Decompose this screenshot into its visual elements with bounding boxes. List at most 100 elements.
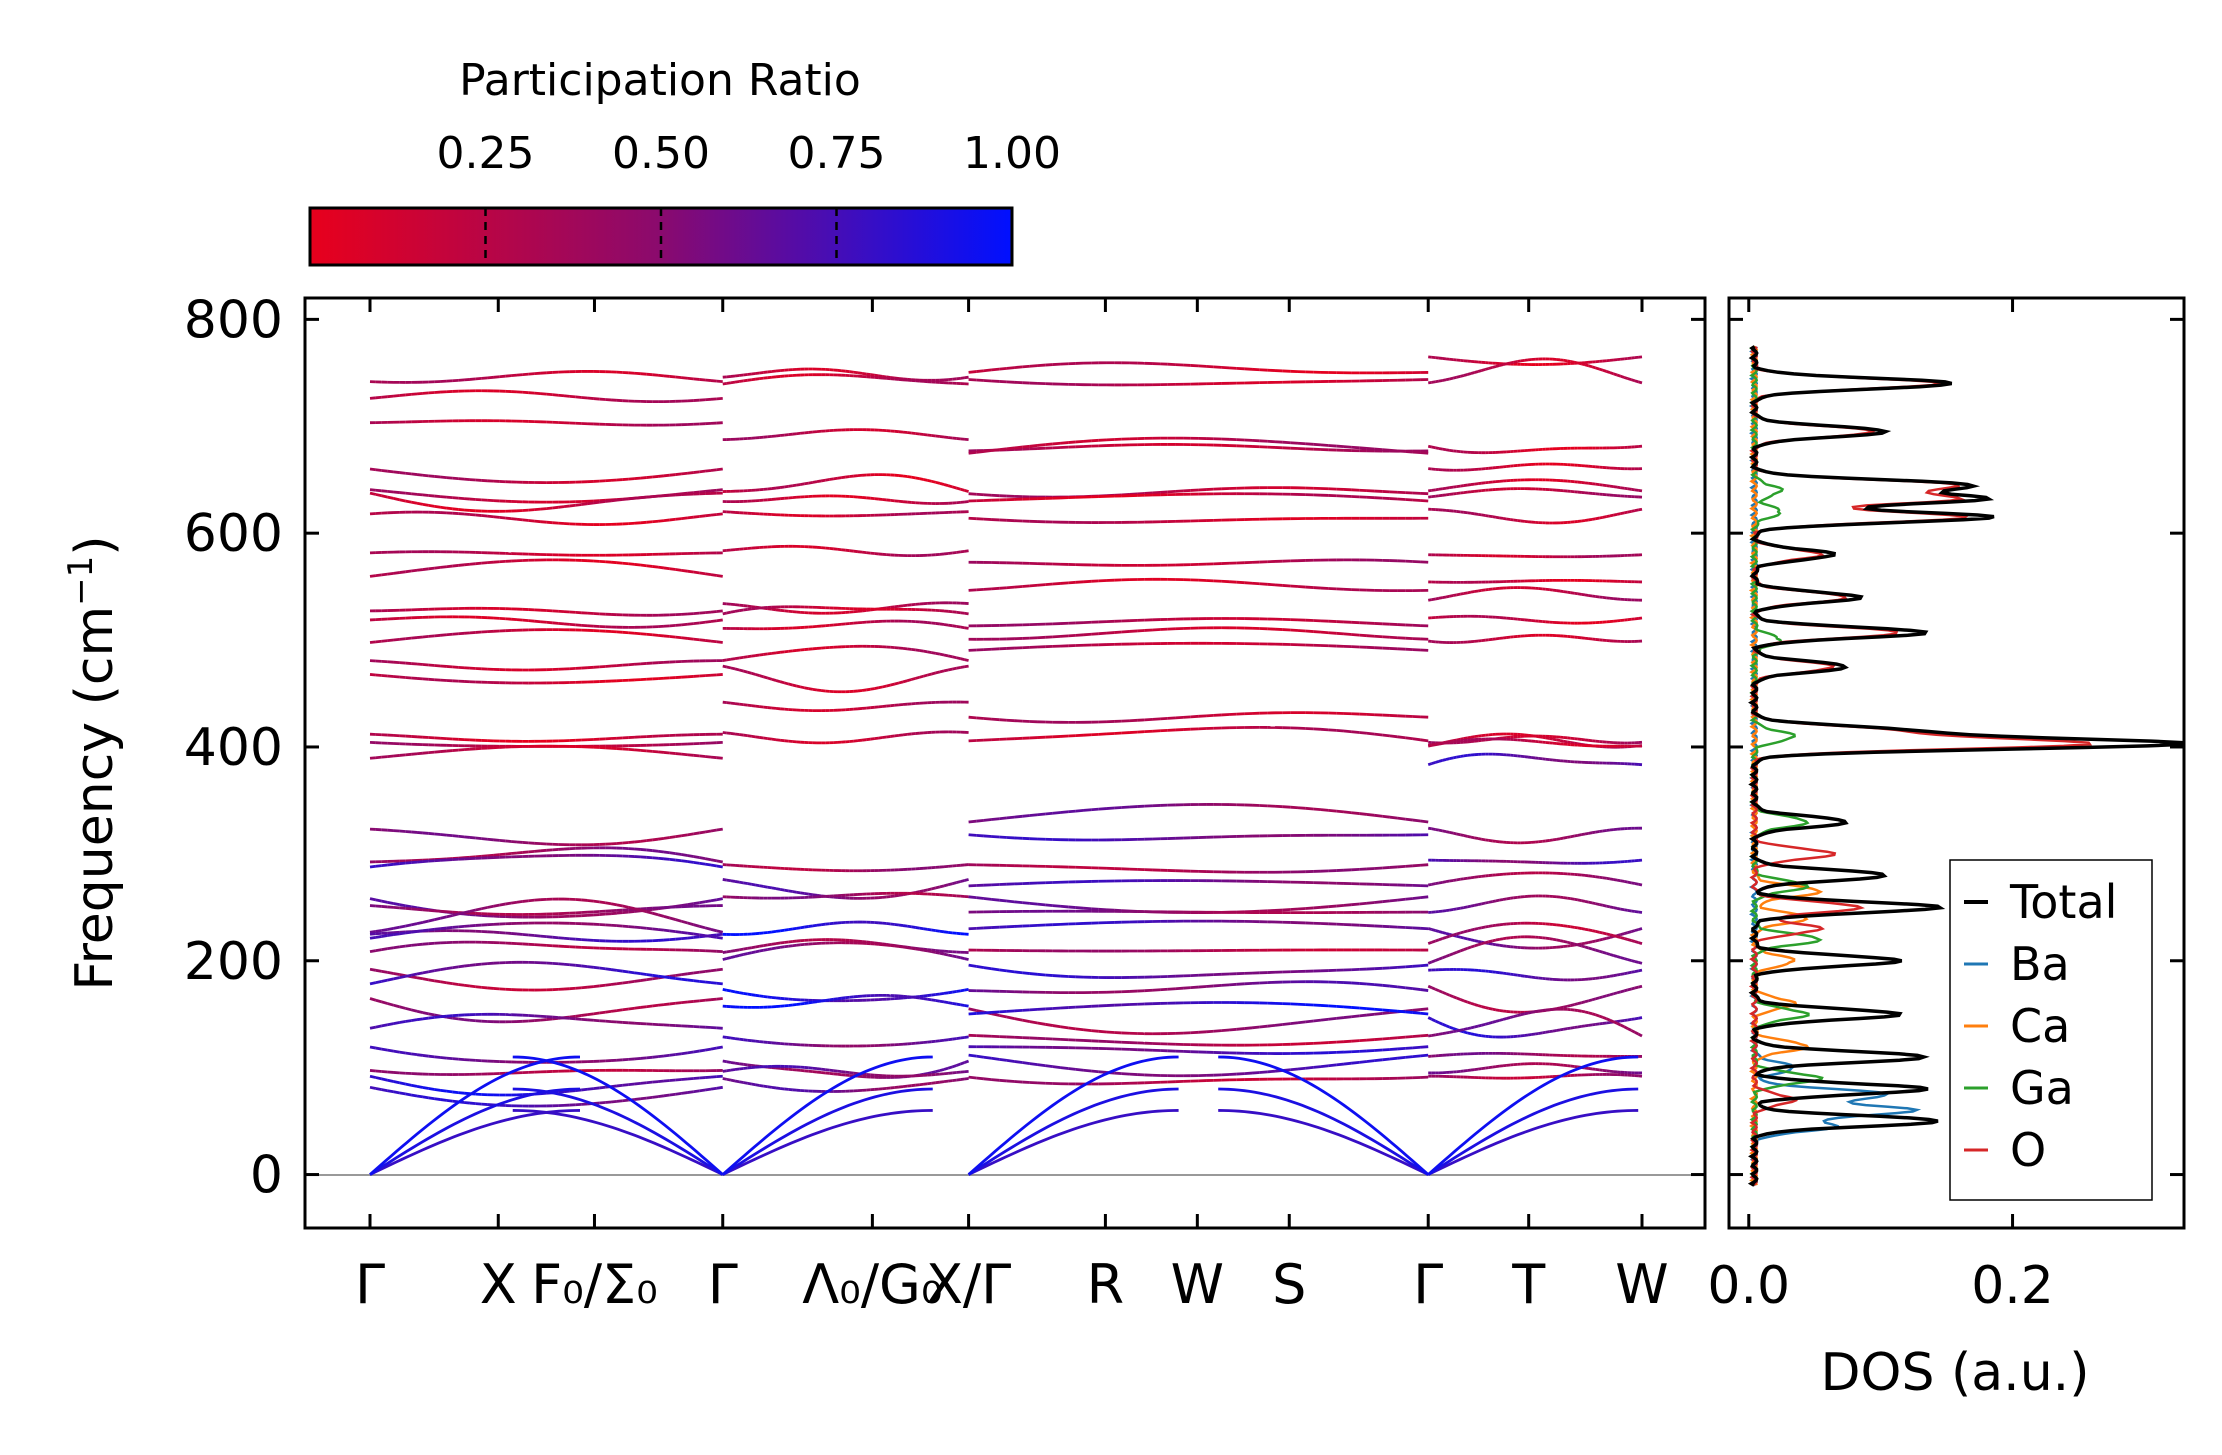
- band-branch: [1336, 903, 1345, 908]
- band-branch: [722, 1059, 728, 1064]
- band-branch: [587, 501, 594, 506]
- band-branch: [487, 904, 494, 909]
- band-branch: [716, 1045, 723, 1050]
- band-branch: [681, 636, 688, 640]
- band-branch: [1014, 814, 1023, 819]
- band-branch: [755, 1083, 760, 1087]
- band-branch: [552, 935, 559, 940]
- band-branch: [381, 969, 388, 974]
- band-branch: [915, 926, 920, 930]
- band-branch: [788, 944, 793, 948]
- band-branch: [675, 568, 682, 572]
- band-branch: [663, 473, 670, 478]
- band-branch: [792, 683, 797, 688]
- band-branch: [919, 996, 924, 1000]
- band-branch: [1366, 731, 1375, 736]
- band-branch: [716, 609, 723, 613]
- band-branch: [742, 1081, 748, 1085]
- band-branch: [1359, 901, 1368, 906]
- band-branch: [767, 885, 773, 890]
- band-branch: [646, 838, 653, 843]
- band-branch: [657, 974, 665, 979]
- band-branch: [906, 924, 912, 929]
- band-branch: [716, 981, 723, 986]
- band-branch: [693, 377, 700, 381]
- band-branch: [1382, 635, 1391, 639]
- band-branch: [440, 967, 447, 972]
- band-branch: [522, 899, 529, 903]
- band-branch: [622, 1007, 629, 1012]
- band-branch: [522, 518, 529, 522]
- band-branch: [906, 678, 912, 683]
- band-branch: [410, 1008, 418, 1013]
- band-branch: [722, 1069, 728, 1073]
- band-branch: [704, 857, 712, 862]
- band-branch: [452, 965, 459, 970]
- band-branch: [947, 1079, 953, 1083]
- band-branch: [820, 478, 826, 483]
- band-branch: [599, 500, 606, 504]
- band-branch: [510, 840, 518, 844]
- band-branch: [783, 888, 789, 893]
- band-branch: [890, 734, 896, 738]
- band-branch: [428, 634, 435, 638]
- band-branch: [747, 604, 752, 608]
- band-branch: [657, 856, 665, 861]
- band-branch: [722, 1077, 728, 1081]
- band-branch: [687, 854, 694, 858]
- band-branch: [669, 1001, 676, 1006]
- band-branch: [771, 1085, 777, 1090]
- band-branch: [1236, 580, 1245, 585]
- band-branch: [610, 968, 618, 972]
- colorbar-tick-label: 1.00: [963, 128, 1061, 179]
- band-branch: [927, 672, 933, 677]
- band-branch: [939, 622, 945, 626]
- band-branch: [434, 475, 441, 479]
- band-branch: [693, 935, 700, 939]
- band-branch: [1389, 734, 1398, 739]
- band-branch: [734, 732, 740, 736]
- band-branch: [751, 654, 756, 658]
- band-branch: [1037, 443, 1046, 447]
- band-branch: [704, 1047, 712, 1052]
- band-branch: [646, 1095, 653, 1100]
- colorbar-tick-label: 0.75: [788, 128, 886, 179]
- band-branch: [716, 827, 723, 832]
- band-branch: [738, 947, 744, 952]
- band-branch: [516, 932, 523, 936]
- band-branch: [534, 849, 541, 853]
- band-branch: [669, 751, 676, 755]
- band-branch: [1068, 440, 1076, 444]
- band-branch: [722, 1035, 728, 1039]
- band-branch: [493, 853, 500, 857]
- band-branch: [422, 1054, 429, 1058]
- band-branch: [716, 859, 724, 864]
- band-branch: [898, 604, 904, 608]
- band-branch: [734, 380, 740, 384]
- band-branch: [399, 393, 406, 397]
- band-branch: [1297, 629, 1306, 633]
- band-branch: [816, 479, 822, 484]
- band-branch: [919, 926, 924, 931]
- band-branch: [824, 478, 830, 482]
- band-branch: [894, 733, 900, 738]
- band-branch: [646, 977, 653, 982]
- band-branch: [734, 1079, 740, 1084]
- band-branch: [381, 1047, 388, 1052]
- band-branch: [1320, 443, 1329, 447]
- band-branch: [640, 495, 647, 500]
- band-branch: [1091, 807, 1099, 812]
- band-branch: [1160, 490, 1168, 494]
- band-branch: [593, 899, 600, 904]
- band-branch: [1320, 905, 1329, 909]
- band-branch: [663, 566, 671, 571]
- band-branch: [775, 679, 781, 684]
- band-branch: [841, 996, 846, 1000]
- band-branch: [628, 1006, 635, 1011]
- band-branch: [622, 497, 629, 501]
- band-branch: [434, 566, 441, 570]
- band-branch: [947, 1065, 953, 1070]
- band-branch: [857, 371, 863, 375]
- band-branch: [546, 620, 553, 625]
- band-branch: [743, 608, 748, 612]
